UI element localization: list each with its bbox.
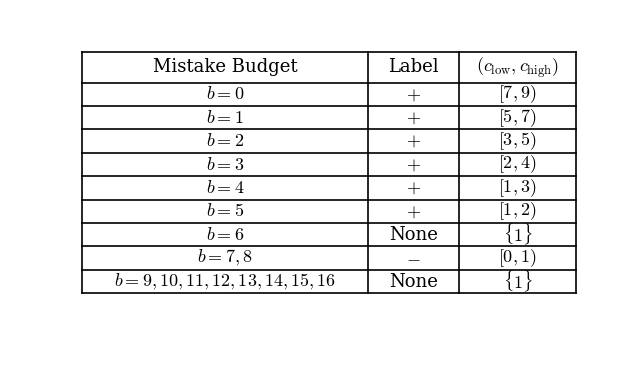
Text: None: None <box>389 273 438 290</box>
Text: $(c_{\mathrm{low}}, c_{\mathrm{high}})$: $(c_{\mathrm{low}}, c_{\mathrm{high}})$ <box>476 55 559 79</box>
Text: Mistake Budget: Mistake Budget <box>153 58 298 76</box>
Text: $b = 1$: $b = 1$ <box>206 109 244 127</box>
Text: $+$: $+$ <box>406 202 421 220</box>
Text: $[0, 1)$: $[0, 1)$ <box>499 247 537 269</box>
Text: None: None <box>389 226 438 244</box>
Text: $+$: $+$ <box>406 109 421 127</box>
Text: $b = 2$: $b = 2$ <box>206 132 244 150</box>
Text: $[1, 3)$: $[1, 3)$ <box>499 177 537 199</box>
Text: $[2, 4)$: $[2, 4)$ <box>499 154 537 175</box>
Text: $b = 5$: $b = 5$ <box>206 202 244 220</box>
Text: $b = 0$: $b = 0$ <box>206 85 244 103</box>
Text: $[1, 2)$: $[1, 2)$ <box>499 200 537 222</box>
Text: $b = 6$: $b = 6$ <box>206 226 244 244</box>
Text: $b = 4$: $b = 4$ <box>205 179 244 197</box>
Text: $+$: $+$ <box>406 179 421 197</box>
Text: $[5, 7)$: $[5, 7)$ <box>499 107 537 128</box>
Text: $b = 7, 8$: $b = 7, 8$ <box>197 248 253 268</box>
Text: $+$: $+$ <box>406 155 421 174</box>
Text: $+$: $+$ <box>406 85 421 103</box>
Text: $\{1\}$: $\{1\}$ <box>502 222 532 247</box>
Text: $b = 3$: $b = 3$ <box>206 155 244 174</box>
Text: $[3, 5)$: $[3, 5)$ <box>499 130 537 152</box>
Text: $+$: $+$ <box>406 132 421 150</box>
Text: $\{1\}$: $\{1\}$ <box>502 269 532 294</box>
Text: Label: Label <box>388 58 439 76</box>
Text: $-$: $-$ <box>406 249 421 267</box>
Text: $b = 9, 10, 11, 12, 13, 14, 15, 16$: $b = 9, 10, 11, 12, 13, 14, 15, 16$ <box>114 272 336 292</box>
Text: $[7, 9)$: $[7, 9)$ <box>499 83 537 105</box>
